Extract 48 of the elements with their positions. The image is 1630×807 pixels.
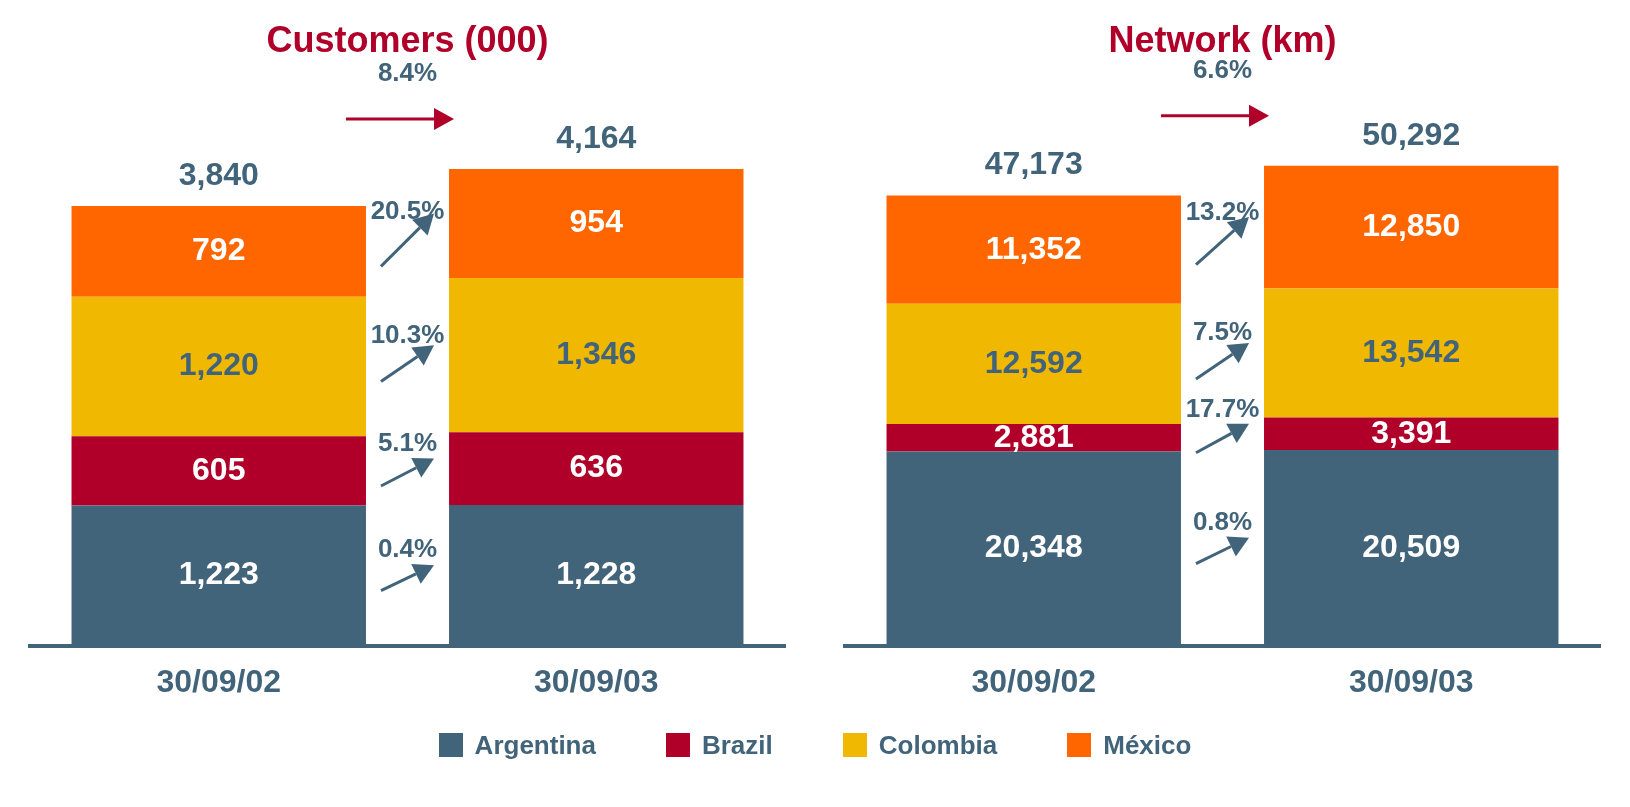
annotation: 17.7% (1185, 393, 1260, 424)
data-label: 1,223 (178, 555, 259, 592)
text: 8.4% (377, 57, 438, 88)
data-label: 1,346 (556, 334, 637, 371)
annotation: 0.4% (377, 533, 438, 564)
chart-title: Customers (000) (266, 18, 549, 60)
data-label: 1,228 (556, 555, 637, 592)
x-tick-label: 30/09/03 (1348, 662, 1474, 699)
data-label: 636 (569, 448, 623, 485)
bar (71, 206, 366, 297)
bar (71, 296, 366, 437)
bar (1264, 165, 1559, 289)
annotation: 20.5% (370, 195, 445, 226)
data-label: 20,348 (984, 528, 1083, 565)
data-label: 11,352 (985, 229, 1082, 266)
annotation: 10.3% (370, 318, 445, 349)
total-label: 50,292 (1362, 115, 1461, 152)
legend-label: Brazil (700, 730, 773, 761)
x-tick-label: 30/09/02 (971, 662, 1097, 699)
annotation: 13.2% (1185, 196, 1260, 227)
data-label: 2,881 (993, 417, 1074, 454)
bar (449, 278, 744, 433)
legend-label: Colombia (877, 730, 998, 761)
bar (886, 303, 1181, 424)
legend-label: México (1102, 730, 1192, 761)
x-tick-label: 30/09/03 (533, 662, 659, 699)
bar (449, 168, 744, 279)
data-label: 792 (192, 231, 246, 268)
annotation: 0.8% (1192, 505, 1253, 536)
annotation: 5.1% (377, 427, 438, 458)
total-label: 4,164 (556, 118, 637, 155)
data-label: 13,542 (1362, 332, 1461, 369)
legend-label: Argentina (473, 730, 596, 761)
data-label: 954 (569, 203, 624, 240)
bar (886, 195, 1181, 304)
bar (1264, 288, 1559, 418)
x-tick-label: 30/09/02 (156, 662, 282, 699)
data-label: 3,391 (1371, 413, 1452, 450)
annotation: 7.5% (1192, 316, 1253, 347)
data-label: 605 (192, 450, 246, 487)
total-label: 47,173 (984, 145, 1083, 182)
data-label: 12,592 (984, 343, 1083, 380)
bar (71, 436, 366, 506)
data-label: 20,509 (1362, 527, 1461, 564)
data-label: 12,850 (1362, 206, 1461, 243)
data-label: 1,220 (178, 346, 259, 383)
bar (449, 432, 744, 506)
total-label: 3,840 (178, 155, 259, 192)
